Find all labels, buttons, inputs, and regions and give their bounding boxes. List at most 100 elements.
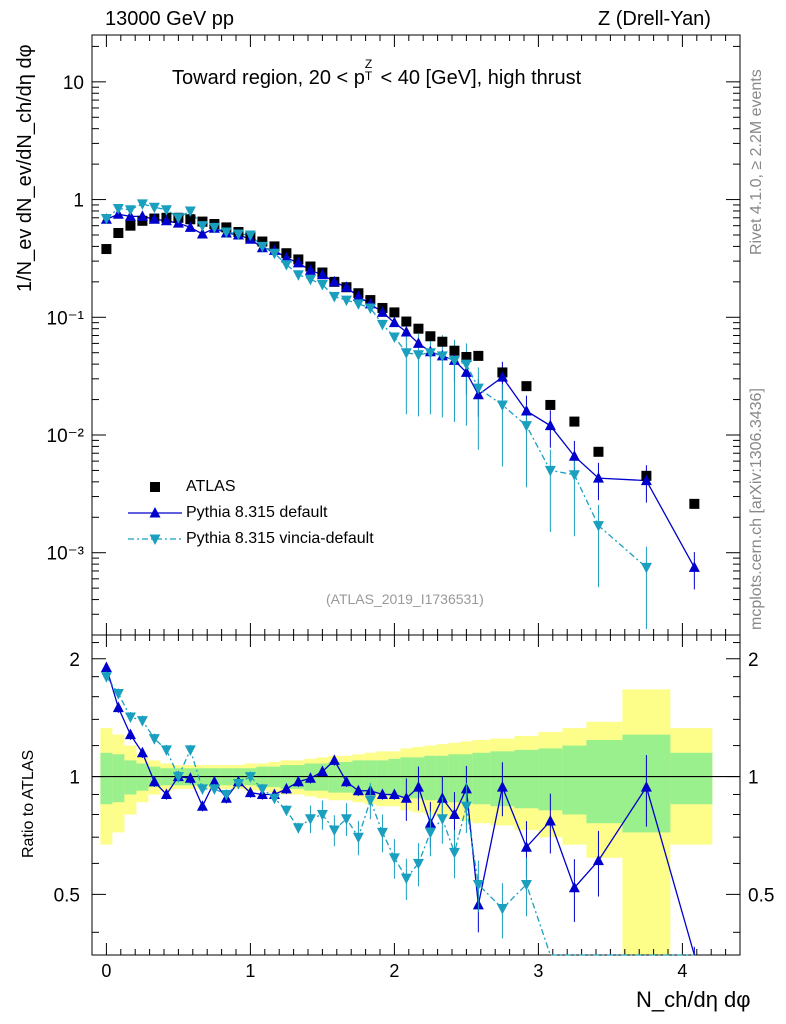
default-point: [412, 337, 424, 348]
default-point: [592, 472, 604, 483]
vincia-point: [376, 319, 388, 331]
band-inner-bin: [538, 748, 563, 811]
ratio-vincia-point: [520, 879, 532, 891]
default-point: [568, 450, 580, 461]
ratio-vincia-line: [105, 676, 695, 956]
default-point: [460, 366, 472, 377]
vincia-point: [256, 241, 268, 253]
ratio-default-point: [292, 775, 304, 787]
atlas-point: [101, 244, 112, 255]
default-point: [496, 371, 508, 382]
ratio-vincia-point: [400, 873, 412, 885]
x-tick-label: 0: [101, 961, 111, 981]
ratio-vincia-point: [292, 823, 304, 834]
ratio-vincia-point: [124, 712, 136, 723]
atlas-point: [113, 227, 124, 238]
vincia-point: [544, 465, 556, 477]
ratio-default-point: [544, 814, 556, 826]
band-inner-bin: [424, 755, 437, 801]
ratio-default-point: [244, 786, 256, 798]
main-y-tick-label: 10⁻²: [47, 426, 85, 447]
ratio-vincia-point: [244, 772, 256, 783]
vincia-point: [280, 260, 292, 271]
atlas-point: [545, 399, 556, 410]
ratio-vincia-point: [232, 779, 244, 790]
ratio-y-tick-label-right: 0.5: [748, 885, 774, 906]
vincia-point: [124, 205, 136, 216]
band-inner-bin: [376, 760, 389, 795]
vincia-point: [352, 299, 364, 310]
ratio-vincia-point: [196, 784, 208, 795]
analysis-tag: (ATLAS_2019_I1736531): [326, 591, 484, 607]
plot-title-suffix: < 40 [GeV], high thrust: [374, 67, 582, 89]
band-inner-bin: [472, 752, 491, 805]
band-inner-bin: [514, 749, 539, 809]
main-ylabel: 1/N_ev dN_ev/dN_ch/dη dφ: [14, 44, 36, 292]
vincia-point: [460, 359, 472, 371]
vincia-point: [340, 295, 352, 307]
ratio-default-point: [112, 701, 124, 713]
ratio-default-point: [184, 772, 196, 783]
ratio-vincia-point: [256, 784, 268, 795]
ratio-default-point: [376, 788, 388, 799]
atlas-point: [437, 336, 448, 347]
default-point: [148, 213, 160, 224]
ratio-vincia-point: [160, 745, 172, 756]
default-point: [520, 404, 532, 416]
legend-atlas-marker: [150, 482, 160, 492]
band-inner-bin: [364, 760, 377, 795]
plot-title-prefix: Toward region, 20 < p: [172, 67, 365, 89]
ratio-default-point: [196, 800, 208, 811]
vincia-point: [364, 303, 376, 314]
vincia-point: [220, 227, 232, 239]
main-y-tick-label: 10⁻¹: [47, 308, 85, 329]
ratio-default-point: [136, 746, 148, 758]
ratio-vincia-point: [388, 853, 400, 864]
ratio-vincia-point: [448, 847, 460, 859]
vincia-point: [112, 203, 124, 215]
atlas-point: [257, 236, 268, 247]
ratio-default-point: [100, 661, 112, 672]
ratio-default-point: [160, 788, 172, 799]
default-point: [196, 227, 208, 239]
ratio-default-point: [520, 841, 532, 852]
band-inner-bin: [388, 758, 401, 797]
default-point: [160, 214, 172, 226]
legend-vincia-marker: [149, 534, 161, 545]
vincia-point: [316, 279, 328, 291]
default-point: [544, 419, 556, 431]
ratio-default-point: [496, 781, 508, 792]
vincia-point: [412, 350, 424, 361]
atlas-point: [185, 214, 196, 225]
ratio-default-point: [124, 728, 136, 740]
ratio-default-point: [388, 788, 400, 799]
ratio-y-tick-label-left: 0.5: [54, 885, 80, 906]
default-point: [328, 275, 340, 287]
band-inner-bin: [448, 754, 461, 803]
ratio-default-point: [592, 854, 604, 866]
ratio-vincia-point: [148, 734, 160, 745]
vincia-point: [292, 270, 304, 281]
vincia-point: [184, 206, 196, 217]
ratio-vincia-point: [208, 784, 220, 795]
ratio-default-point: [448, 808, 460, 819]
default-point: [304, 264, 316, 275]
plot-title-sup: Z: [364, 57, 373, 72]
ratio-vincia-point: [184, 745, 196, 756]
rivet-label: Rivet 4.1.0, ≥ 2.2M events: [748, 69, 765, 255]
default-point: [292, 256, 304, 268]
ratio-frame: [91, 634, 741, 956]
vincia-point: [424, 348, 436, 359]
ratio-vincia-point: [352, 832, 364, 844]
default-point: [400, 325, 412, 337]
default-point: [280, 251, 292, 263]
ratio-vincia-point: [268, 793, 280, 805]
ratio-vincia-point: [424, 827, 436, 839]
default-point: [316, 268, 328, 280]
band-inner-bin: [562, 745, 587, 815]
ratio-default-point: [280, 782, 292, 794]
ratio-vincia-point: [172, 772, 184, 783]
x-tick-label: 2: [389, 961, 399, 981]
band-inner-bin: [328, 761, 341, 793]
